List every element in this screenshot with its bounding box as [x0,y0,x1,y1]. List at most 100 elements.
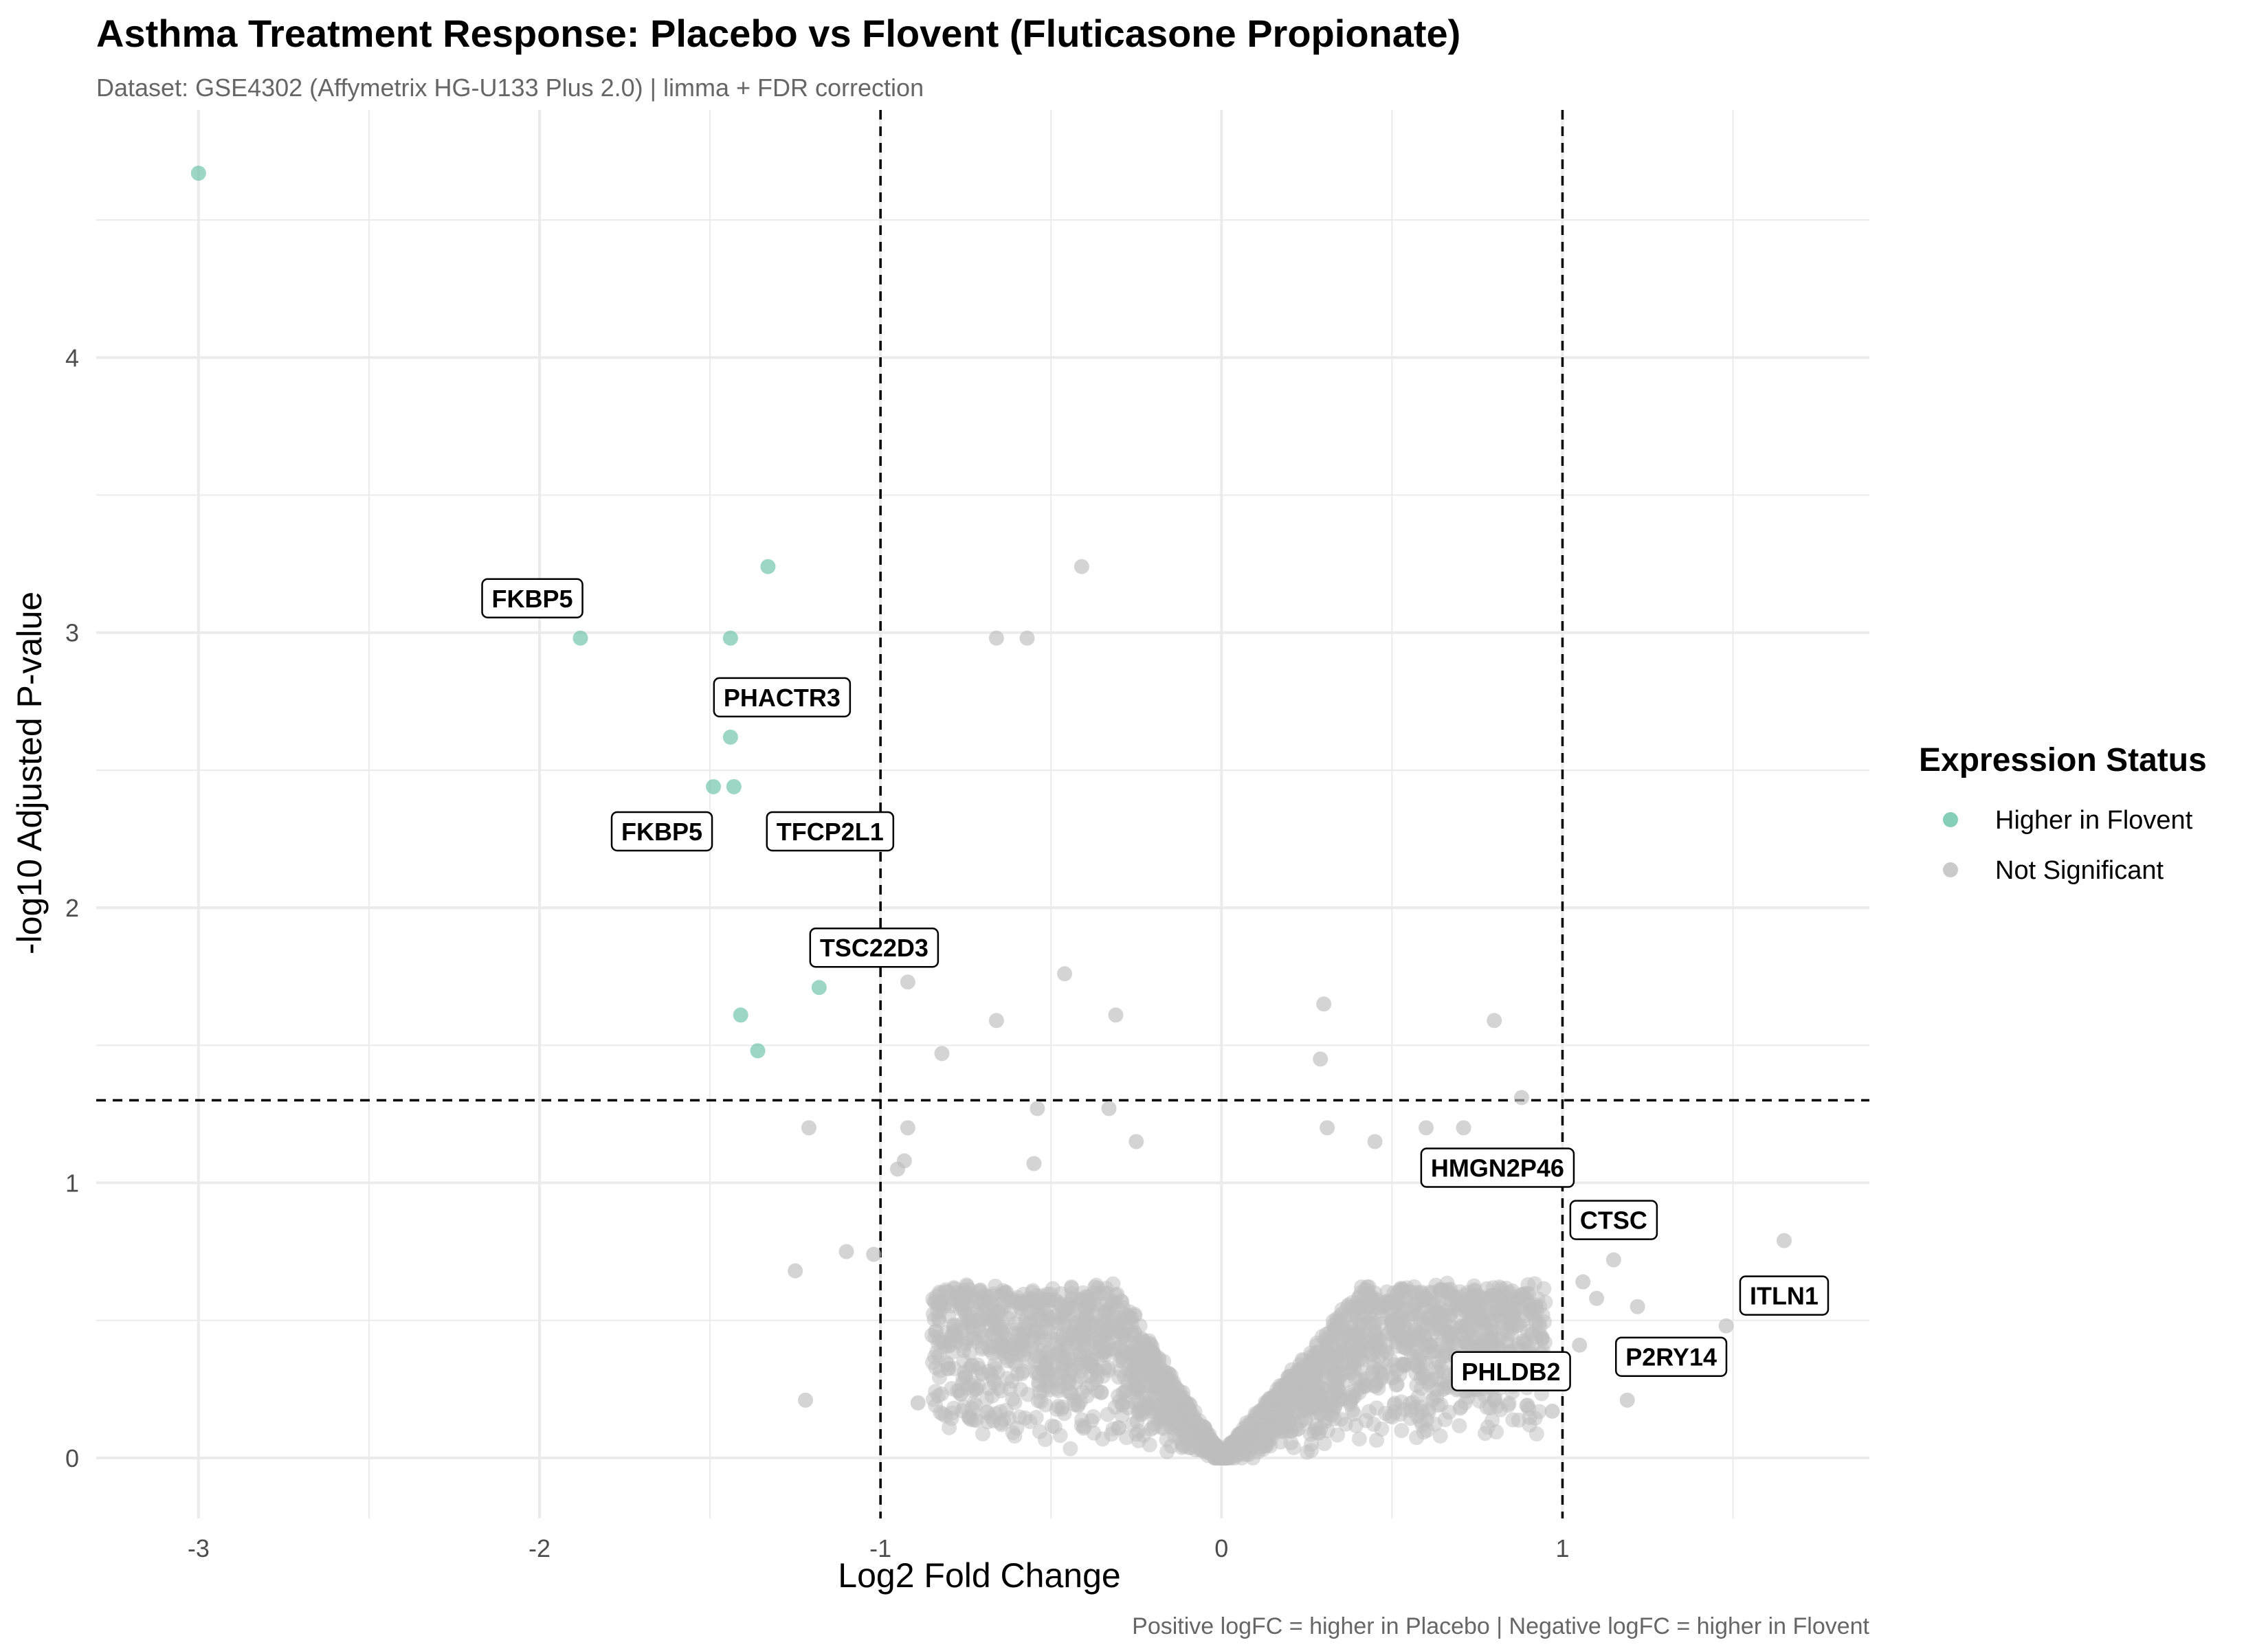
x-axis-title: Log2 Fold Change [838,1556,1120,1595]
gene-label-box [1420,1147,1575,1188]
cloud-point [994,1340,1010,1356]
point-not-significant [1487,1013,1502,1029]
cloud-point [1348,1417,1364,1433]
cloud-point [946,1322,961,1338]
cloud-point [1536,1281,1552,1297]
cloud-point [1114,1397,1130,1413]
data-points [190,166,1792,1424]
point-not-significant [1572,1337,1588,1353]
cloud-point [966,1301,981,1316]
cloud-point [1085,1409,1101,1424]
point-not-significant [1605,1252,1621,1268]
point-not-significant [1108,1007,1124,1023]
cloud-point [1311,1425,1326,1441]
cloud-point [1056,1406,1072,1422]
x-tick-label: -1 [869,1534,891,1562]
cloud-point [1109,1286,1125,1302]
gene-label-text: HMGN2P46 [1431,1154,1564,1182]
cloud-point [1093,1384,1109,1400]
cloud-point [1265,1421,1281,1437]
point-not-significant [801,1120,816,1136]
cloud-point [1060,1371,1076,1387]
cloud-point [1032,1424,1047,1439]
cloud-point [1168,1387,1183,1402]
point-higher-in-flovent [750,1043,766,1059]
cloud-point [1091,1286,1107,1301]
cloud-point [1130,1404,1146,1420]
cloud-point [1063,1279,1079,1295]
cloud-point [1349,1299,1365,1314]
cloud-point [1191,1423,1207,1439]
cloud-point [1013,1382,1029,1398]
cloud-point [1042,1293,1058,1309]
cloud-point [940,1361,956,1377]
gene-label-box [1739,1275,1830,1316]
cloud-point [1221,1444,1237,1459]
cloud-point [1312,1406,1328,1422]
cloud-point [1007,1325,1023,1341]
cloud-point [1313,1348,1329,1364]
gene-label-box [766,811,895,852]
cloud-point [1367,1285,1383,1301]
point-not-significant [1619,1392,1635,1408]
cloud-point [1374,1421,1390,1437]
point-not-significant [798,1392,813,1408]
cloud-point [1534,1331,1550,1347]
cloud-point [1063,1441,1078,1457]
cloud-point [990,1365,1005,1380]
point-not-significant [1316,996,1332,1012]
x-tick-label: -3 [188,1534,210,1562]
legend-title: Expression Status [1919,742,2207,778]
cloud-point [1128,1375,1144,1391]
point-not-significant [1030,1101,1045,1117]
cloud-point [1469,1288,1485,1303]
cloud-point [1467,1301,1482,1317]
gene-label-text: CTSC [1580,1207,1647,1235]
point-not-significant [1487,1392,1502,1408]
point-not-significant [1129,1134,1144,1149]
point-not-significant [1057,966,1073,982]
gene-label-text: FKBP5 [492,585,573,613]
point-not-significant [1589,1290,1605,1306]
cloud-point [1357,1371,1373,1387]
cloud-point [1254,1434,1270,1450]
cloud-point [1409,1294,1425,1310]
cloud-point [1379,1293,1395,1309]
gene-label: PHLDB2 [1451,1351,1571,1391]
y-tick-label: 3 [65,619,79,647]
gene-label: ITLN1 [1739,1275,1830,1316]
cloud-point [1277,1394,1293,1410]
point-higher-in-flovent [811,980,827,996]
point-not-significant [1630,1299,1645,1314]
cloud-point [975,1367,990,1382]
threshold-lines [96,110,1869,1518]
gene-label-box [713,677,852,718]
x-tick-label: 0 [1214,1534,1228,1562]
cloud-point [1519,1293,1535,1309]
axis-ticks: -3 -2 -1 0 1 0 1 2 3 4 [65,344,1570,1562]
cloud-point [1500,1312,1516,1327]
point-not-significant [1074,559,1089,574]
cloud-point [981,1380,997,1396]
legend-swatch [1943,862,1958,877]
gene-label-text: PHACTR3 [724,684,841,712]
legend-label: Not Significant [1995,856,2164,885]
cloud-point [1430,1304,1445,1320]
cloud-point [1432,1428,1448,1444]
point-higher-in-flovent [722,729,738,745]
y-tick-label: 1 [65,1169,79,1198]
cloud-point [1078,1289,1093,1305]
cloud-point [986,1302,1002,1318]
cloud-point [1167,1428,1183,1444]
cloud-point [1330,1427,1346,1443]
cloud-point [1061,1384,1077,1400]
cloud-point [1303,1436,1319,1452]
cloud-point [1485,1280,1501,1296]
point-not-significant [988,1013,1004,1029]
cloud-point [1500,1398,1516,1413]
point-not-significant [1456,1120,1471,1136]
gene-label-text: TFCP2L1 [777,818,884,846]
cloud-point [1410,1409,1425,1424]
gene-label: FKBP5 [481,578,583,618]
